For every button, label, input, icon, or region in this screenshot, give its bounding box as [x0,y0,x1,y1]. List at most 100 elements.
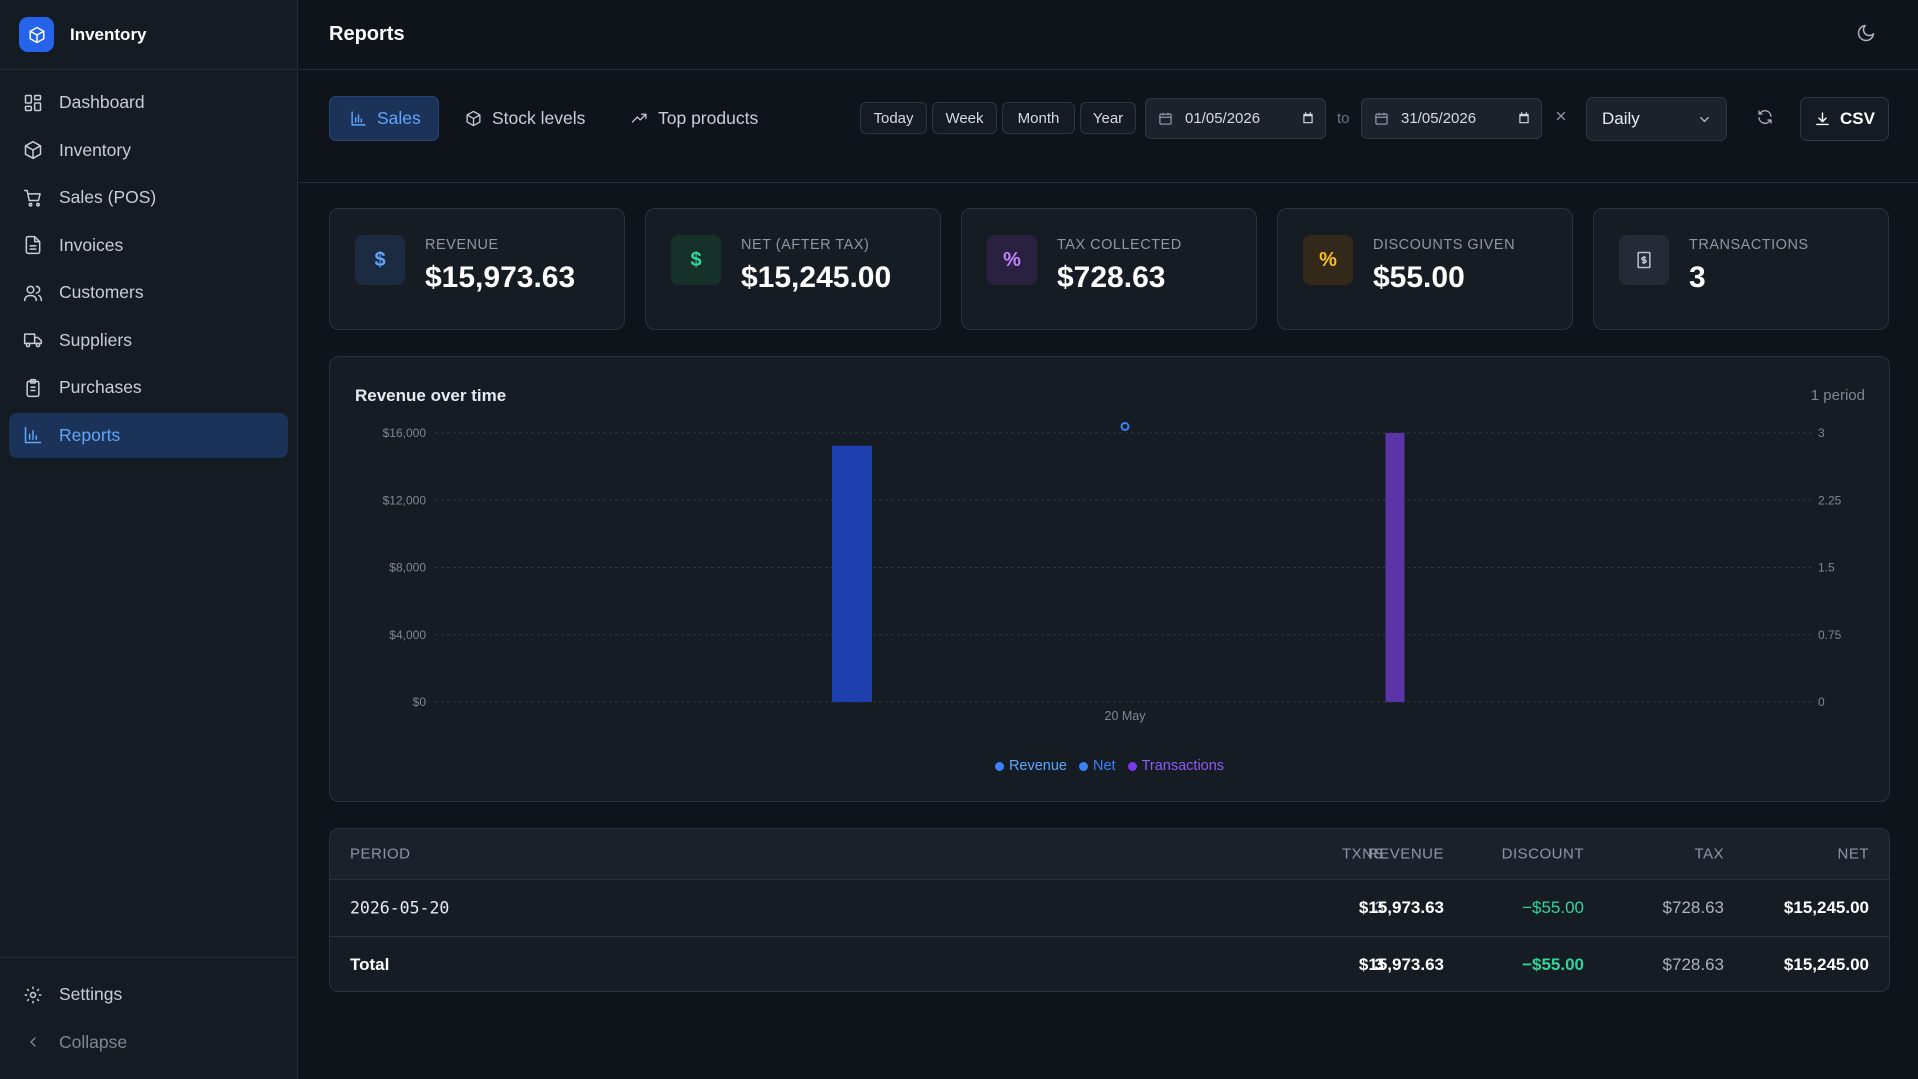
range-today-button[interactable]: Today [860,102,927,134]
legend-item-transactions[interactable]: Transactions [1127,758,1224,774]
total-tax: $728.63 [1662,955,1724,974]
header-tax: Tax [1694,845,1724,863]
report-toolbar: Sales Stock levels Top products Today We… [299,71,1918,183]
bar-chart-icon [350,110,367,127]
calendar-picker-icon[interactable] [1301,111,1315,125]
range-month-button[interactable]: Month [1002,102,1075,134]
sidebar-item-label: Purchases [59,377,142,397]
y-tick-label-right: 2.25 [1818,493,1842,507]
sidebar-item-reports[interactable]: Reports [9,412,288,458]
dollar-icon: $ [671,235,721,285]
page-header: Reports [299,0,1918,70]
cell-period: 2026-05-20 [350,898,450,918]
clear-dates-icon[interactable] [1551,106,1571,126]
header-revenue: Revenue [1367,845,1444,863]
truck-icon [22,329,44,351]
gear-icon [22,984,44,1006]
stat-label: Discounts given [1373,237,1516,253]
stat-value: $15,973.63 [425,261,576,294]
date-to-input[interactable]: 31/05/2026 [1361,98,1542,139]
settings-label: Settings [59,984,123,1004]
legend-item-net[interactable]: Net [1079,758,1116,774]
y-tick-label-left: $12,000 [383,493,427,507]
sidebar-item-dashboard[interactable]: Dashboard [9,80,288,125]
range-year-button[interactable]: Year [1080,102,1136,134]
table-row[interactable]: 2026-05-20 3 $15,973.63 −$55.00 $728.63 … [330,880,1889,937]
legend-label: Revenue [1008,758,1067,774]
chart-period-count: 1 period [1810,387,1865,404]
calendar-icon [1158,111,1173,126]
sidebar-item-customers[interactable]: Customers [9,270,288,315]
sidebar-item-suppliers[interactable]: Suppliers [9,318,288,363]
y-tick-label-right: 0 [1818,695,1825,709]
cart-icon [22,187,44,209]
refresh-icon[interactable] [1753,105,1777,129]
sidebar-item-label: Invoices [59,234,124,255]
header-discount: Discount [1501,845,1584,863]
stat-card-revenue: $ Revenue $15,973.63 [329,208,625,330]
bar-transactions [1385,433,1405,702]
brand[interactable]: Inventory [0,0,297,70]
stat-card-discounts: % Discounts given $55.00 [1277,208,1573,330]
tab-stock-levels[interactable]: Stock levels [445,96,605,141]
trending-up-icon [631,110,648,127]
range-week-button[interactable]: Week [932,102,997,134]
date-to-separator: to [1337,110,1350,127]
tab-top-products[interactable]: Top products [611,96,778,141]
package-icon [19,17,54,52]
date-from-value: 01/05/2026 [1185,110,1261,127]
table-header: Period Txns Revenue Discount Tax Net [330,829,1889,880]
chart-title: Revenue over time [355,386,507,405]
sidebar-item-label: Inventory [59,139,131,160]
granularity-select[interactable]: Daily [1586,97,1727,141]
sidebar-item-label: Suppliers [59,329,132,350]
sidebar-item-label: Customers [59,282,144,302]
legend-dot [1079,761,1088,771]
revenue-chart: $0 0 $4,000 0.75 $8,000 1.5 $12,000 2.25 $16,000… [383,421,1842,723]
collapse-label: Collapse [59,1031,128,1052]
percent-icon: % [987,235,1037,285]
sidebar-item-sales-pos[interactable]: Sales (POS) [9,175,288,220]
stat-label: Net (after tax) [741,237,870,253]
total-label: Total [350,955,390,974]
sidebar-item-settings[interactable]: Settings [9,972,289,1017]
calendar-picker-icon[interactable] [1517,111,1531,125]
legend-dot [1127,761,1137,771]
tab-label: Top products [658,108,759,128]
sidebar-nav: Dashboard Inventory Sales (POS) Invoices… [0,70,297,458]
cell-tax: $728.63 [1662,898,1724,917]
stat-card-tax: % Tax collected $728.63 [961,208,1257,330]
total-discount: −$55.00 [1522,955,1584,974]
date-from-input[interactable]: 01/05/2026 [1145,98,1326,139]
stat-card-net: $ Net (after tax) $15,245.00 [645,208,941,330]
total-net: $15,245.00 [1783,955,1869,974]
tab-label: Sales [377,108,421,128]
total-txns: 3 [1374,955,1384,974]
users-icon [22,282,44,304]
legend-item-revenue[interactable]: Revenue [994,758,1067,774]
moon-icon[interactable] [1856,23,1880,47]
collapse-button[interactable]: Collapse [9,1020,289,1065]
sales-table: Period Txns Revenue Discount Tax Net 202… [329,828,1890,992]
x-tick-label: 20 May [1105,709,1147,723]
dashboard-icon [22,92,44,114]
total-revenue: $15,973.63 [1358,955,1444,974]
y-tick-label-left: $4,000 [389,628,426,642]
stat-value: $55.00 [1373,261,1465,294]
stat-value: $15,245.00 [741,261,892,294]
y-tick-label-left: $0 [413,695,427,709]
calendar-icon [1374,111,1389,126]
percent-icon: % [1303,235,1353,285]
export-csv-button[interactable]: CSV [1800,97,1889,141]
sidebar-item-purchases[interactable]: Purchases [9,365,288,410]
bar-chart-icon [22,424,44,446]
cell-revenue: $15,973.63 [1358,898,1444,917]
y-tick-label-left: $16,000 [383,426,427,440]
tab-sales[interactable]: Sales [329,96,439,141]
sidebar-item-invoices[interactable]: Invoices [9,223,288,268]
csv-label: CSV [1840,109,1875,128]
y-tick-label-right: 3 [1818,426,1825,440]
clipboard-icon [22,377,44,399]
y-tick-label-left: $8,000 [389,561,426,575]
sidebar-item-inventory[interactable]: Inventory [9,128,288,173]
